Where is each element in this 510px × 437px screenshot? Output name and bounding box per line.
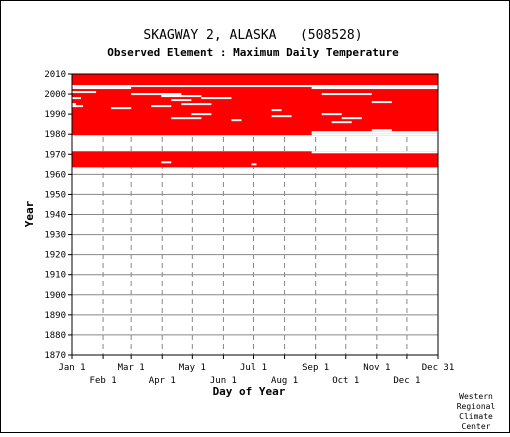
data-gap [72,87,132,90]
credit-line: Center [462,422,491,431]
y-tick-label: 1890 [44,311,66,321]
chart-subtitle: Observed Element : Maximum Daily Tempera… [107,46,399,59]
y-axis-label: Year [23,200,36,227]
data-gap [371,129,392,132]
x-tick-label: Feb 1 [90,376,117,386]
y-tick-label: 1920 [44,251,66,261]
data-gap [151,105,172,108]
data-gap [311,151,438,154]
x-axis-ticks: Jan 1 Mar 1 May 1 Jul 1 Sep 1 Nov 1 Dec 31 Feb … [58,355,454,386]
y-tick-label: 1900 [44,291,66,301]
data-gap [131,93,182,96]
y-tick-label: 1940 [44,211,66,221]
x-tick-label: Jun 1 [210,376,237,386]
credit-line: Regional [457,402,496,411]
data-gap [341,117,362,120]
x-tick-label: Dec 1 [393,376,420,386]
data-band [72,74,438,136]
data-gap [72,105,84,108]
y-tick-label: 1970 [44,150,66,160]
data-gap [331,121,352,124]
data-gap [171,99,192,102]
data-gap [181,103,212,106]
x-tick-label: Jan 1 [58,363,85,373]
y-tick-label: 1960 [44,170,66,180]
y-tick-label: 1910 [44,271,66,281]
data-gap [321,93,372,96]
x-tick-label: Mar 1 [118,363,145,373]
x-tick-label: Dec 31 [422,363,455,373]
data-gap [371,101,392,104]
x-tick-label: Jul 1 [240,363,267,373]
data-gap [271,115,292,118]
chart-title: SKAGWAY 2, ALASKA (508528) [143,28,362,43]
data-gap [171,117,202,120]
data-gap [161,95,202,98]
x-axis-label: Day of Year [213,385,286,398]
x-tick-label: Sep 1 [302,363,329,373]
data-gap [321,113,342,116]
data-gap [251,163,257,166]
x-tick-label: Nov 1 [363,363,390,373]
x-tick-label: Aug 1 [271,376,298,386]
data-gap [311,131,438,134]
data-gap [72,85,438,88]
data-gap [311,133,438,136]
data-gap [111,107,132,110]
y-tick-label: 2010 [44,70,66,80]
data-gap [72,91,97,94]
x-tick-label: Oct 1 [332,376,359,386]
y-tick-label: 1930 [44,231,66,241]
data-gap [191,113,212,116]
data-gap [161,161,172,164]
y-axis-ticks: 1870 1880 1890 1900 1910 1920 1930 1940 1950 1960… [44,70,72,361]
data-gap [271,109,282,112]
credit: Western Regional Climate Center [457,392,496,431]
credit-line: Climate [459,412,493,421]
y-tick-label: 1870 [44,351,66,361]
data-gap [201,97,232,100]
data-layer [72,74,438,168]
y-tick-label: 1950 [44,190,66,200]
y-tick-label: 1990 [44,110,66,120]
y-tick-label: 1880 [44,331,66,341]
data-gap [72,97,82,100]
y-tick-label: 2000 [44,90,66,100]
data-gap [72,103,77,106]
x-tick-label: Apr 1 [149,376,176,386]
credit-line: Western [459,392,493,401]
y-tick-label: 1980 [44,130,66,140]
x-tick-label: May 1 [179,363,206,373]
data-gap [231,119,242,122]
data-gap [311,87,438,90]
